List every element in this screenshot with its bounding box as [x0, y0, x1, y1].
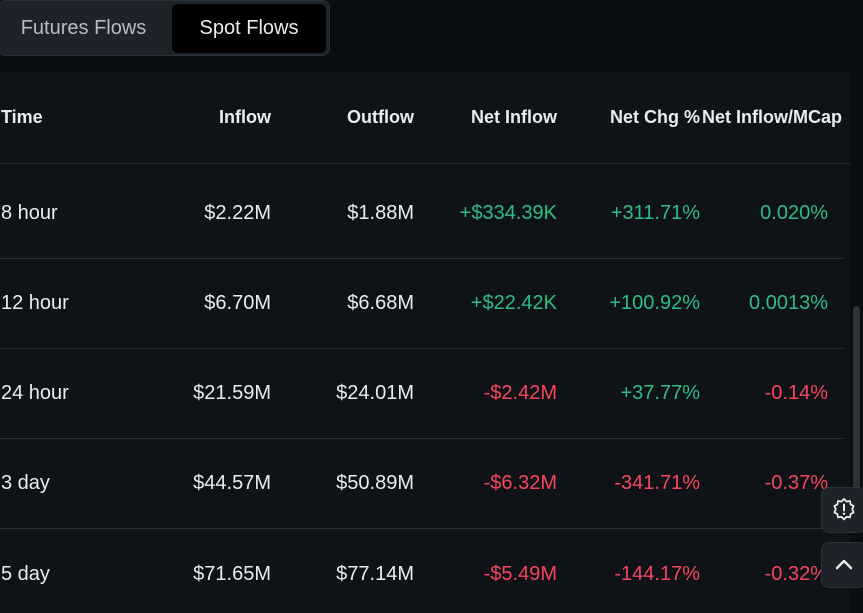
alert-badge-button[interactable] — [821, 487, 863, 533]
row-net-mcap: -0.37% — [764, 472, 828, 494]
row-inflow: $6.70M — [204, 292, 271, 314]
row-net-mcap: 0.020% — [760, 202, 828, 224]
row-outflow: $50.89M — [336, 472, 414, 494]
row-inflow: $71.65M — [193, 562, 271, 585]
row-net-inflow: +$334.39K — [459, 202, 557, 224]
row-net-chg: -341.71% — [614, 472, 700, 494]
row-net-inflow: -$2.42M — [483, 382, 557, 404]
scrollbar[interactable] — [850, 72, 863, 613]
row-inflow: $44.57M — [193, 472, 271, 494]
row-net-chg: +100.92% — [609, 292, 700, 314]
tab-futures-flows[interactable]: Futures Flows — [20, 17, 147, 39]
table-header: Time Inflow Outflow Net Inflow Net Chg %… — [0, 72, 850, 164]
row-inflow: $2.22M — [204, 202, 271, 224]
header-time: Time — [1, 107, 43, 127]
row-net-chg: +311.71% — [610, 202, 700, 224]
row-net-chg: +37.77% — [620, 382, 700, 404]
header-net-inflow-mcap[interactable]: Net Inflow/MCap — [702, 107, 842, 127]
alert-badge-icon — [833, 498, 855, 521]
row-outflow: $77.14M — [336, 562, 414, 585]
row-net-mcap: -0.32% — [764, 562, 828, 585]
flow-tabs: Futures Flows Spot Flows — [0, 0, 330, 56]
row-net-inflow: -$5.49M — [483, 562, 557, 585]
table-row: 5 day $71.65M $77.14M -$5.49M -144.17% -… — [0, 529, 843, 613]
row-outflow: $24.01M — [336, 382, 414, 404]
row-net-mcap: 0.0013% — [749, 292, 828, 314]
scrollbar-thumb[interactable] — [853, 306, 860, 526]
flows-table: Time Inflow Outflow Net Inflow Net Chg %… — [0, 72, 850, 613]
row-net-mcap: -0.14% — [764, 382, 828, 404]
row-inflow: $21.59M — [193, 382, 271, 404]
row-net-chg: -144.17% — [614, 562, 700, 585]
row-time: 3 day — [1, 472, 50, 494]
table-row: 3 day $44.57M $50.89M -$6.32M -341.71% -… — [0, 439, 843, 529]
chevron-up-icon — [835, 559, 853, 570]
row-net-inflow: +$22.42K — [470, 292, 557, 314]
row-time: 12 hour — [1, 292, 69, 314]
row-outflow: $1.88M — [347, 202, 414, 224]
header-net-chg[interactable]: Net Chg % — [610, 107, 700, 127]
row-time: 5 day — [1, 562, 50, 585]
table-row: 8 hour $2.22M $1.88M +$334.39K +311.71% … — [0, 169, 843, 259]
table-row: 24 hour $21.59M $24.01M -$2.42M +37.77% … — [0, 349, 843, 439]
header-net-inflow[interactable]: Net Inflow — [471, 107, 557, 127]
row-time: 8 hour — [1, 202, 58, 224]
header-outflow[interactable]: Outflow — [347, 107, 414, 127]
row-outflow: $6.68M — [347, 292, 414, 314]
header-inflow[interactable]: Inflow — [219, 107, 271, 127]
table-row: 12 hour $6.70M $6.68M +$22.42K +100.92% … — [0, 259, 843, 349]
row-time: 24 hour — [1, 382, 69, 404]
scroll-to-top-button[interactable] — [821, 542, 863, 588]
row-net-inflow: -$6.32M — [483, 472, 557, 494]
tab-spot-flows[interactable]: Spot Flows — [172, 4, 326, 53]
